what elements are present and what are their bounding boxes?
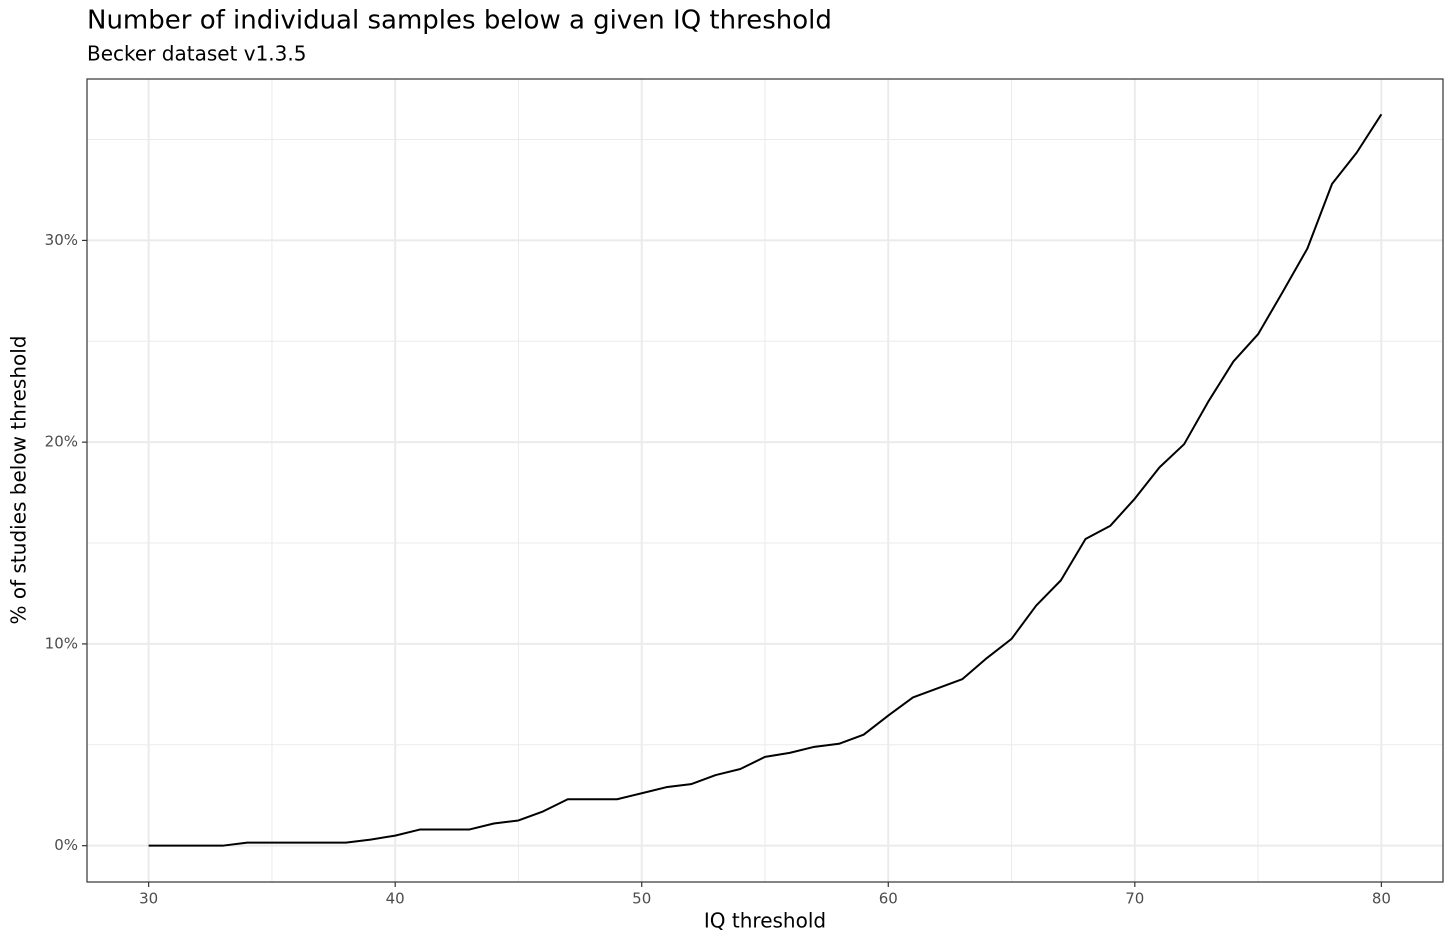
y-tick-label: 20% [45,433,78,451]
x-tick-label: 60 [879,890,898,908]
x-tick-label: 40 [386,890,405,908]
grid: 30 40 50 60 70 80 0% 10% 20% 30% [45,79,1443,908]
x-axis-title: IQ threshold [704,909,826,933]
y-tick-label: 10% [45,634,78,652]
x-tick-label: 30 [139,890,158,908]
y-tick-label: 0% [54,836,78,854]
x-tick-label: 70 [1125,890,1144,908]
x-tick-label: 80 [1372,890,1391,908]
line [148,113,1383,847]
plot [148,113,1383,847]
panel-border [86,78,1444,883]
y-axis-title: % of studies below threshold [7,336,31,625]
x-tick-label: 50 [632,890,651,908]
chart-title: Number of individual samples below a giv… [87,6,832,36]
y-tick-label: 30% [45,231,78,249]
chart-subtitle: Becker dataset v1.3.5 [87,42,306,66]
